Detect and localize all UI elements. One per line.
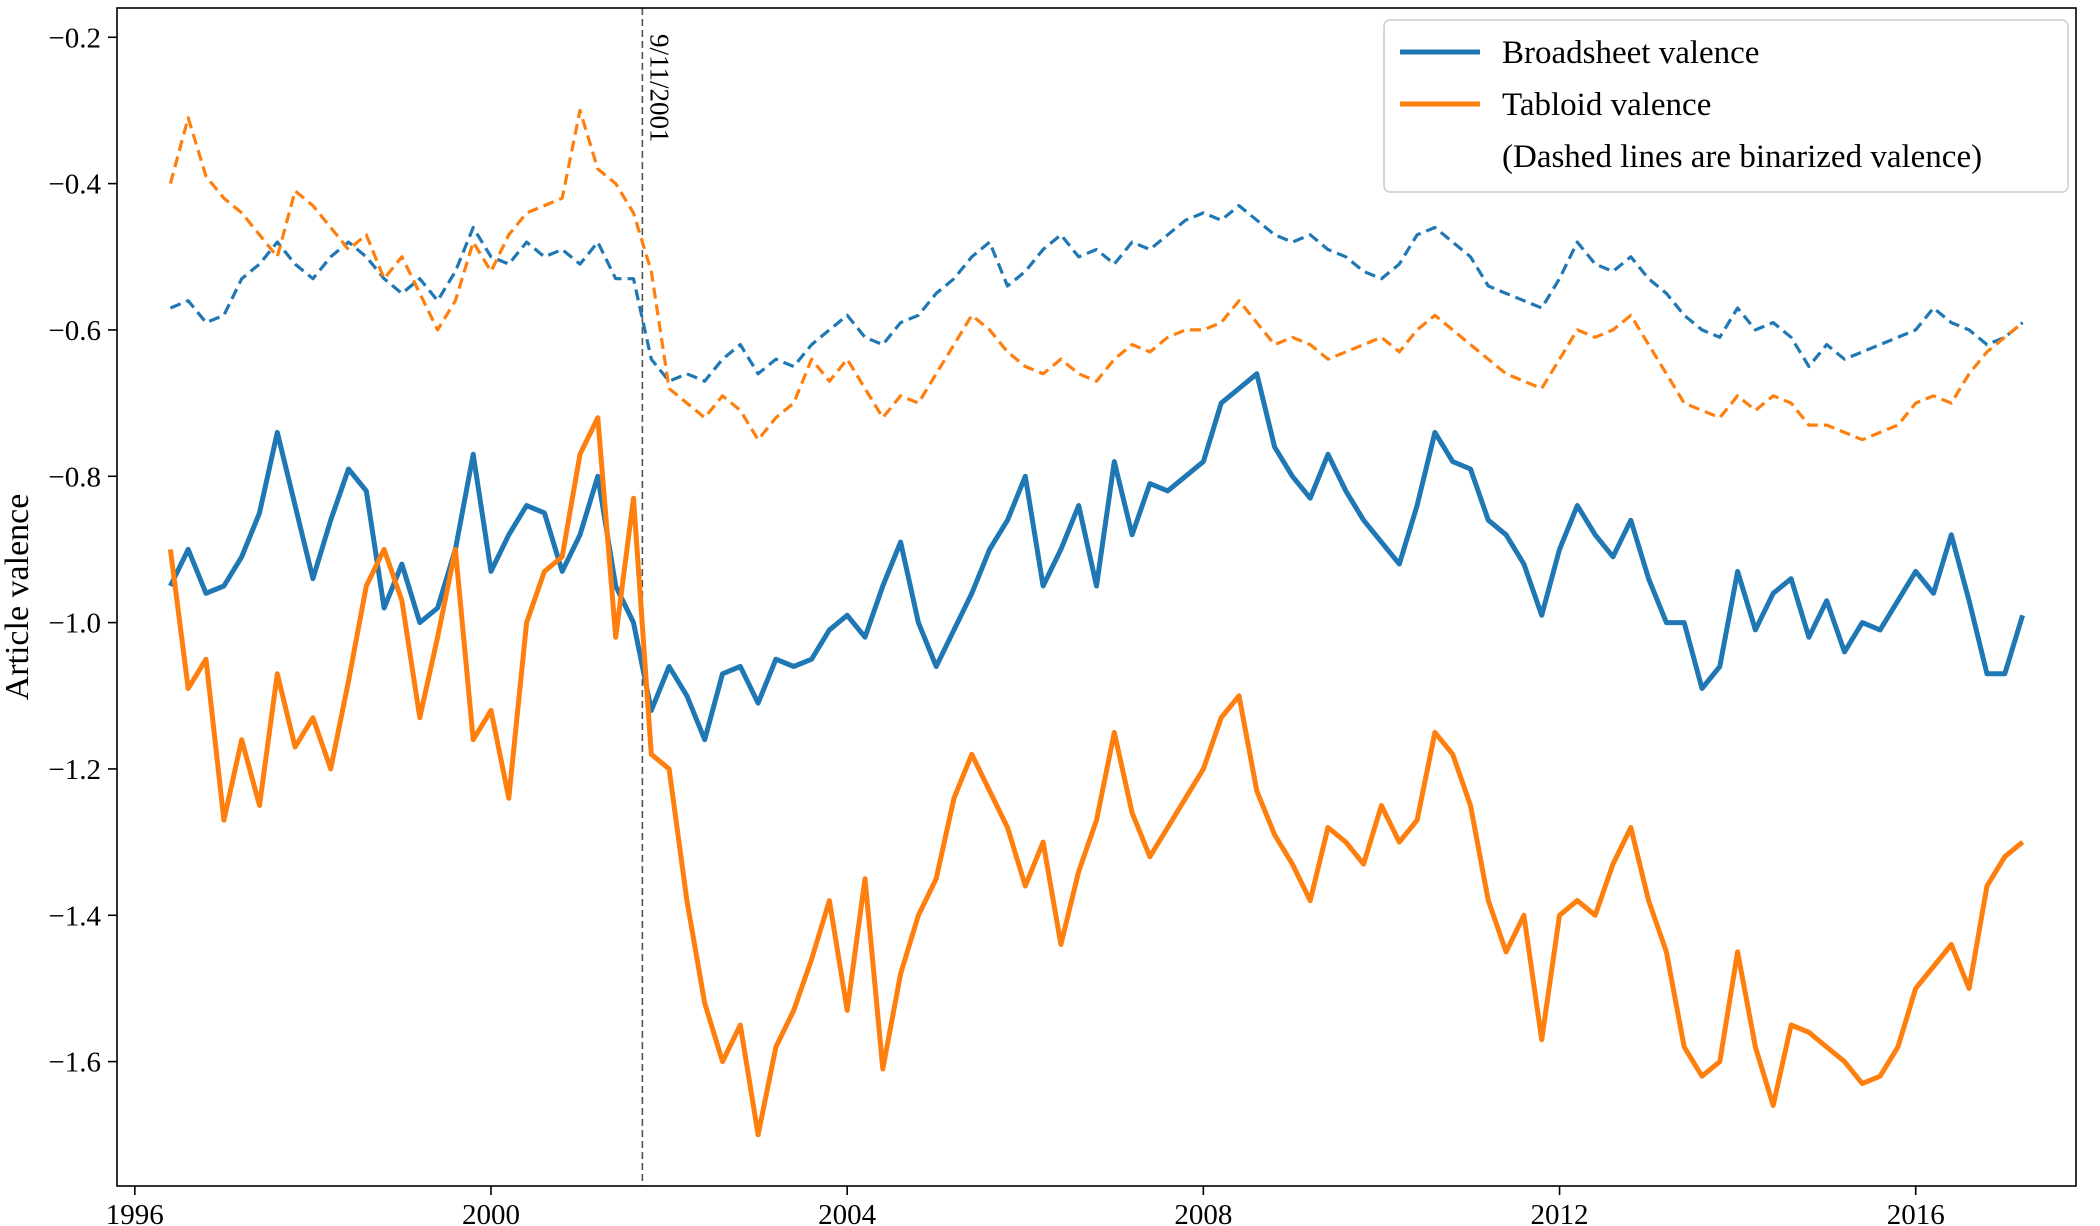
y-tick-label: −0.2 — [48, 22, 101, 54]
legend-label-tabloid: Tabloid valence — [1502, 87, 1711, 123]
y-tick-label: −1.0 — [48, 608, 101, 640]
y-tick-label: −0.8 — [48, 461, 101, 493]
x-tick-label: 1996 — [106, 1199, 164, 1226]
dashed-tabloid-line — [168, 108, 2024, 442]
x-tick-label: 2008 — [1174, 1199, 1232, 1226]
y-tick-label: −1.6 — [48, 1047, 101, 1079]
x-tick-label: 2012 — [1531, 1199, 1589, 1226]
solid-broadsheet-line — [168, 371, 2025, 743]
dashed-broadsheet-line — [169, 204, 2024, 383]
axes: 1996 2000 2004 2008 2012 2016 −1.6 −1.4 −1.2 −1.0… — [48, 7, 2077, 1226]
plot-frame — [116, 7, 2077, 1187]
plot-area: 9/11/2001 — [167, 8, 2025, 1186]
x-tick-label: 2004 — [818, 1199, 877, 1226]
legend: Broadsheet valence Tabloid valence (Dashed… — [1383, 19, 2069, 193]
x-tick-label: 2016 — [1887, 1199, 1945, 1226]
y-tick-label: −1.4 — [48, 900, 101, 932]
legend-label-broadsheet: Broadsheet valence — [1502, 35, 1759, 71]
event-marker-label: 9/11/2001 — [644, 34, 674, 143]
y-tick-label: −1.2 — [48, 754, 101, 786]
legend-note: (Dashed lines are binarized valence) — [1502, 139, 1982, 175]
y-tick-label: −0.6 — [48, 315, 101, 347]
x-tick-label: 2000 — [462, 1199, 520, 1226]
legend-box — [1383, 19, 2069, 193]
y-tick-label: −0.4 — [48, 169, 101, 201]
solid-tabloid-line — [167, 415, 2025, 1138]
y-axis-title: Article valence — [0, 494, 36, 701]
